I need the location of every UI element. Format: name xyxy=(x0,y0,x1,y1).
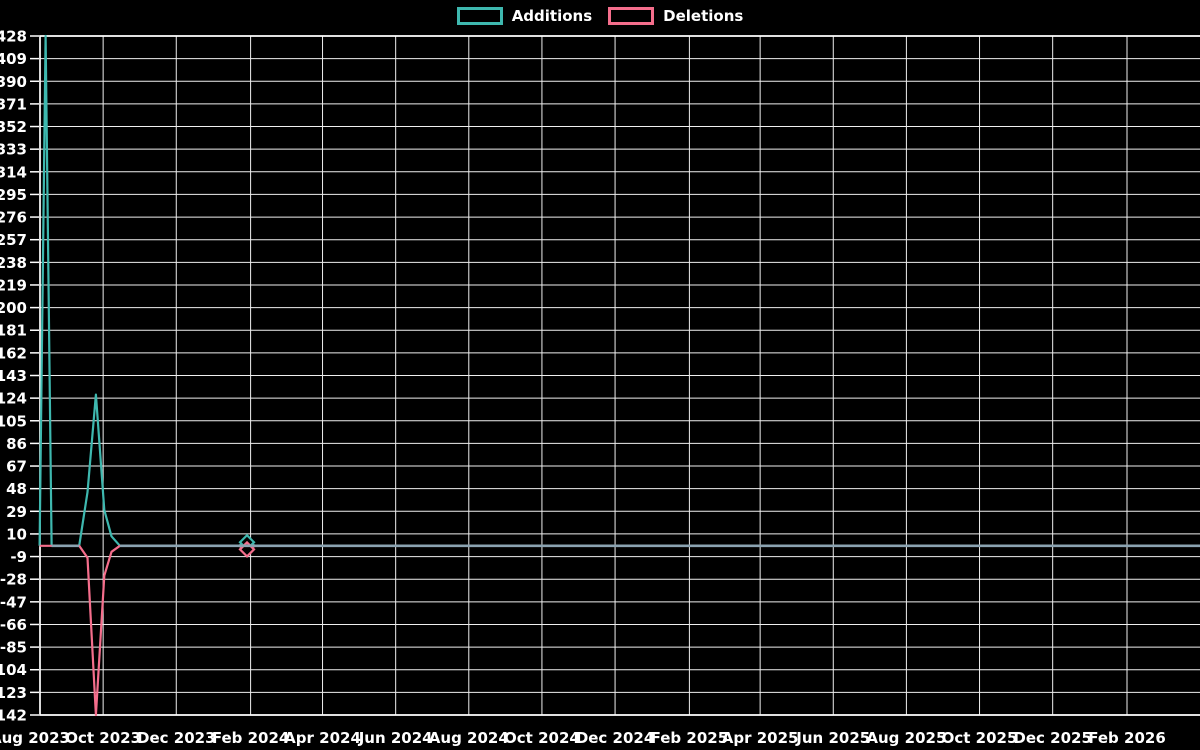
y-tick-label: 314 xyxy=(0,163,27,181)
additions-swatch-icon xyxy=(456,7,503,25)
y-tick-label: 29 xyxy=(6,503,27,521)
legend-item-additions: Additions xyxy=(456,7,593,25)
y-tick-label: 86 xyxy=(6,435,27,453)
additions-legend-label: Additions xyxy=(511,7,593,25)
x-tick-label: Oct 2024 xyxy=(504,729,580,747)
y-tick-label: 200 xyxy=(0,299,27,317)
y-tick-label: -104 xyxy=(0,661,27,679)
deletions-swatch-icon xyxy=(608,7,655,25)
y-tick-label: -47 xyxy=(0,593,27,611)
deletions-legend-label: Deletions xyxy=(663,7,744,25)
legend-item-deletions: Deletions xyxy=(608,7,743,25)
axis-border xyxy=(39,35,1200,716)
y-tick-label: 390 xyxy=(0,73,27,91)
y-tick-label: -85 xyxy=(0,639,27,657)
y-tick-label: -9 xyxy=(10,548,27,566)
x-tick-label: Dec 2025 xyxy=(1013,729,1092,747)
x-tick-label: Aug 2023 xyxy=(0,729,70,747)
x-tick-label: Apr 2024 xyxy=(284,729,361,747)
y-tick-label: -142 xyxy=(0,707,27,725)
y-tick-label: 238 xyxy=(0,254,27,272)
y-tick-label: 352 xyxy=(0,118,27,136)
x-tick-label: Oct 2025 xyxy=(942,729,1018,747)
x-tick-label: Feb 2026 xyxy=(1088,729,1166,747)
y-tick-label: 143 xyxy=(0,367,27,385)
x-tick-label: Dec 2024 xyxy=(576,729,655,747)
y-tick-label: 124 xyxy=(0,390,27,408)
y-tick-label: -123 xyxy=(0,684,27,702)
y-tick-label: -66 xyxy=(0,616,27,634)
y-tick-label: 10 xyxy=(6,525,27,543)
y-tick-label: 276 xyxy=(0,209,27,227)
chart-legend: Additions Deletions xyxy=(0,7,1200,25)
x-tick-label: Oct 2023 xyxy=(65,729,141,747)
y-tick-label: 257 xyxy=(0,231,27,249)
x-tick-label: Feb 2024 xyxy=(212,729,290,747)
x-tick-label: Feb 2025 xyxy=(651,729,729,747)
x-tick-label: Aug 2024 xyxy=(429,729,509,747)
y-tick-label: 333 xyxy=(0,141,27,159)
y-tick-label: 428 xyxy=(0,28,27,46)
y-tick-label: 162 xyxy=(0,344,27,362)
y-tick-label: 371 xyxy=(0,95,27,113)
y-tick-label: -28 xyxy=(0,571,27,589)
y-tick-label: 105 xyxy=(0,412,27,430)
y-tick-label: 181 xyxy=(0,322,27,340)
y-tick-label: 409 xyxy=(0,50,27,68)
y-tick-label: 219 xyxy=(0,276,27,294)
x-tick-label: Dec 2023 xyxy=(137,729,216,747)
x-tick-label: Aug 2025 xyxy=(866,729,946,747)
x-tick-label: Apr 2025 xyxy=(722,729,799,747)
y-tick-label: 295 xyxy=(0,186,27,204)
x-tick-label: Jun 2024 xyxy=(358,729,433,747)
y-tick-label: 48 xyxy=(6,480,27,498)
y-tick-label: 67 xyxy=(6,458,27,476)
x-tick-label: Jun 2025 xyxy=(795,729,870,747)
